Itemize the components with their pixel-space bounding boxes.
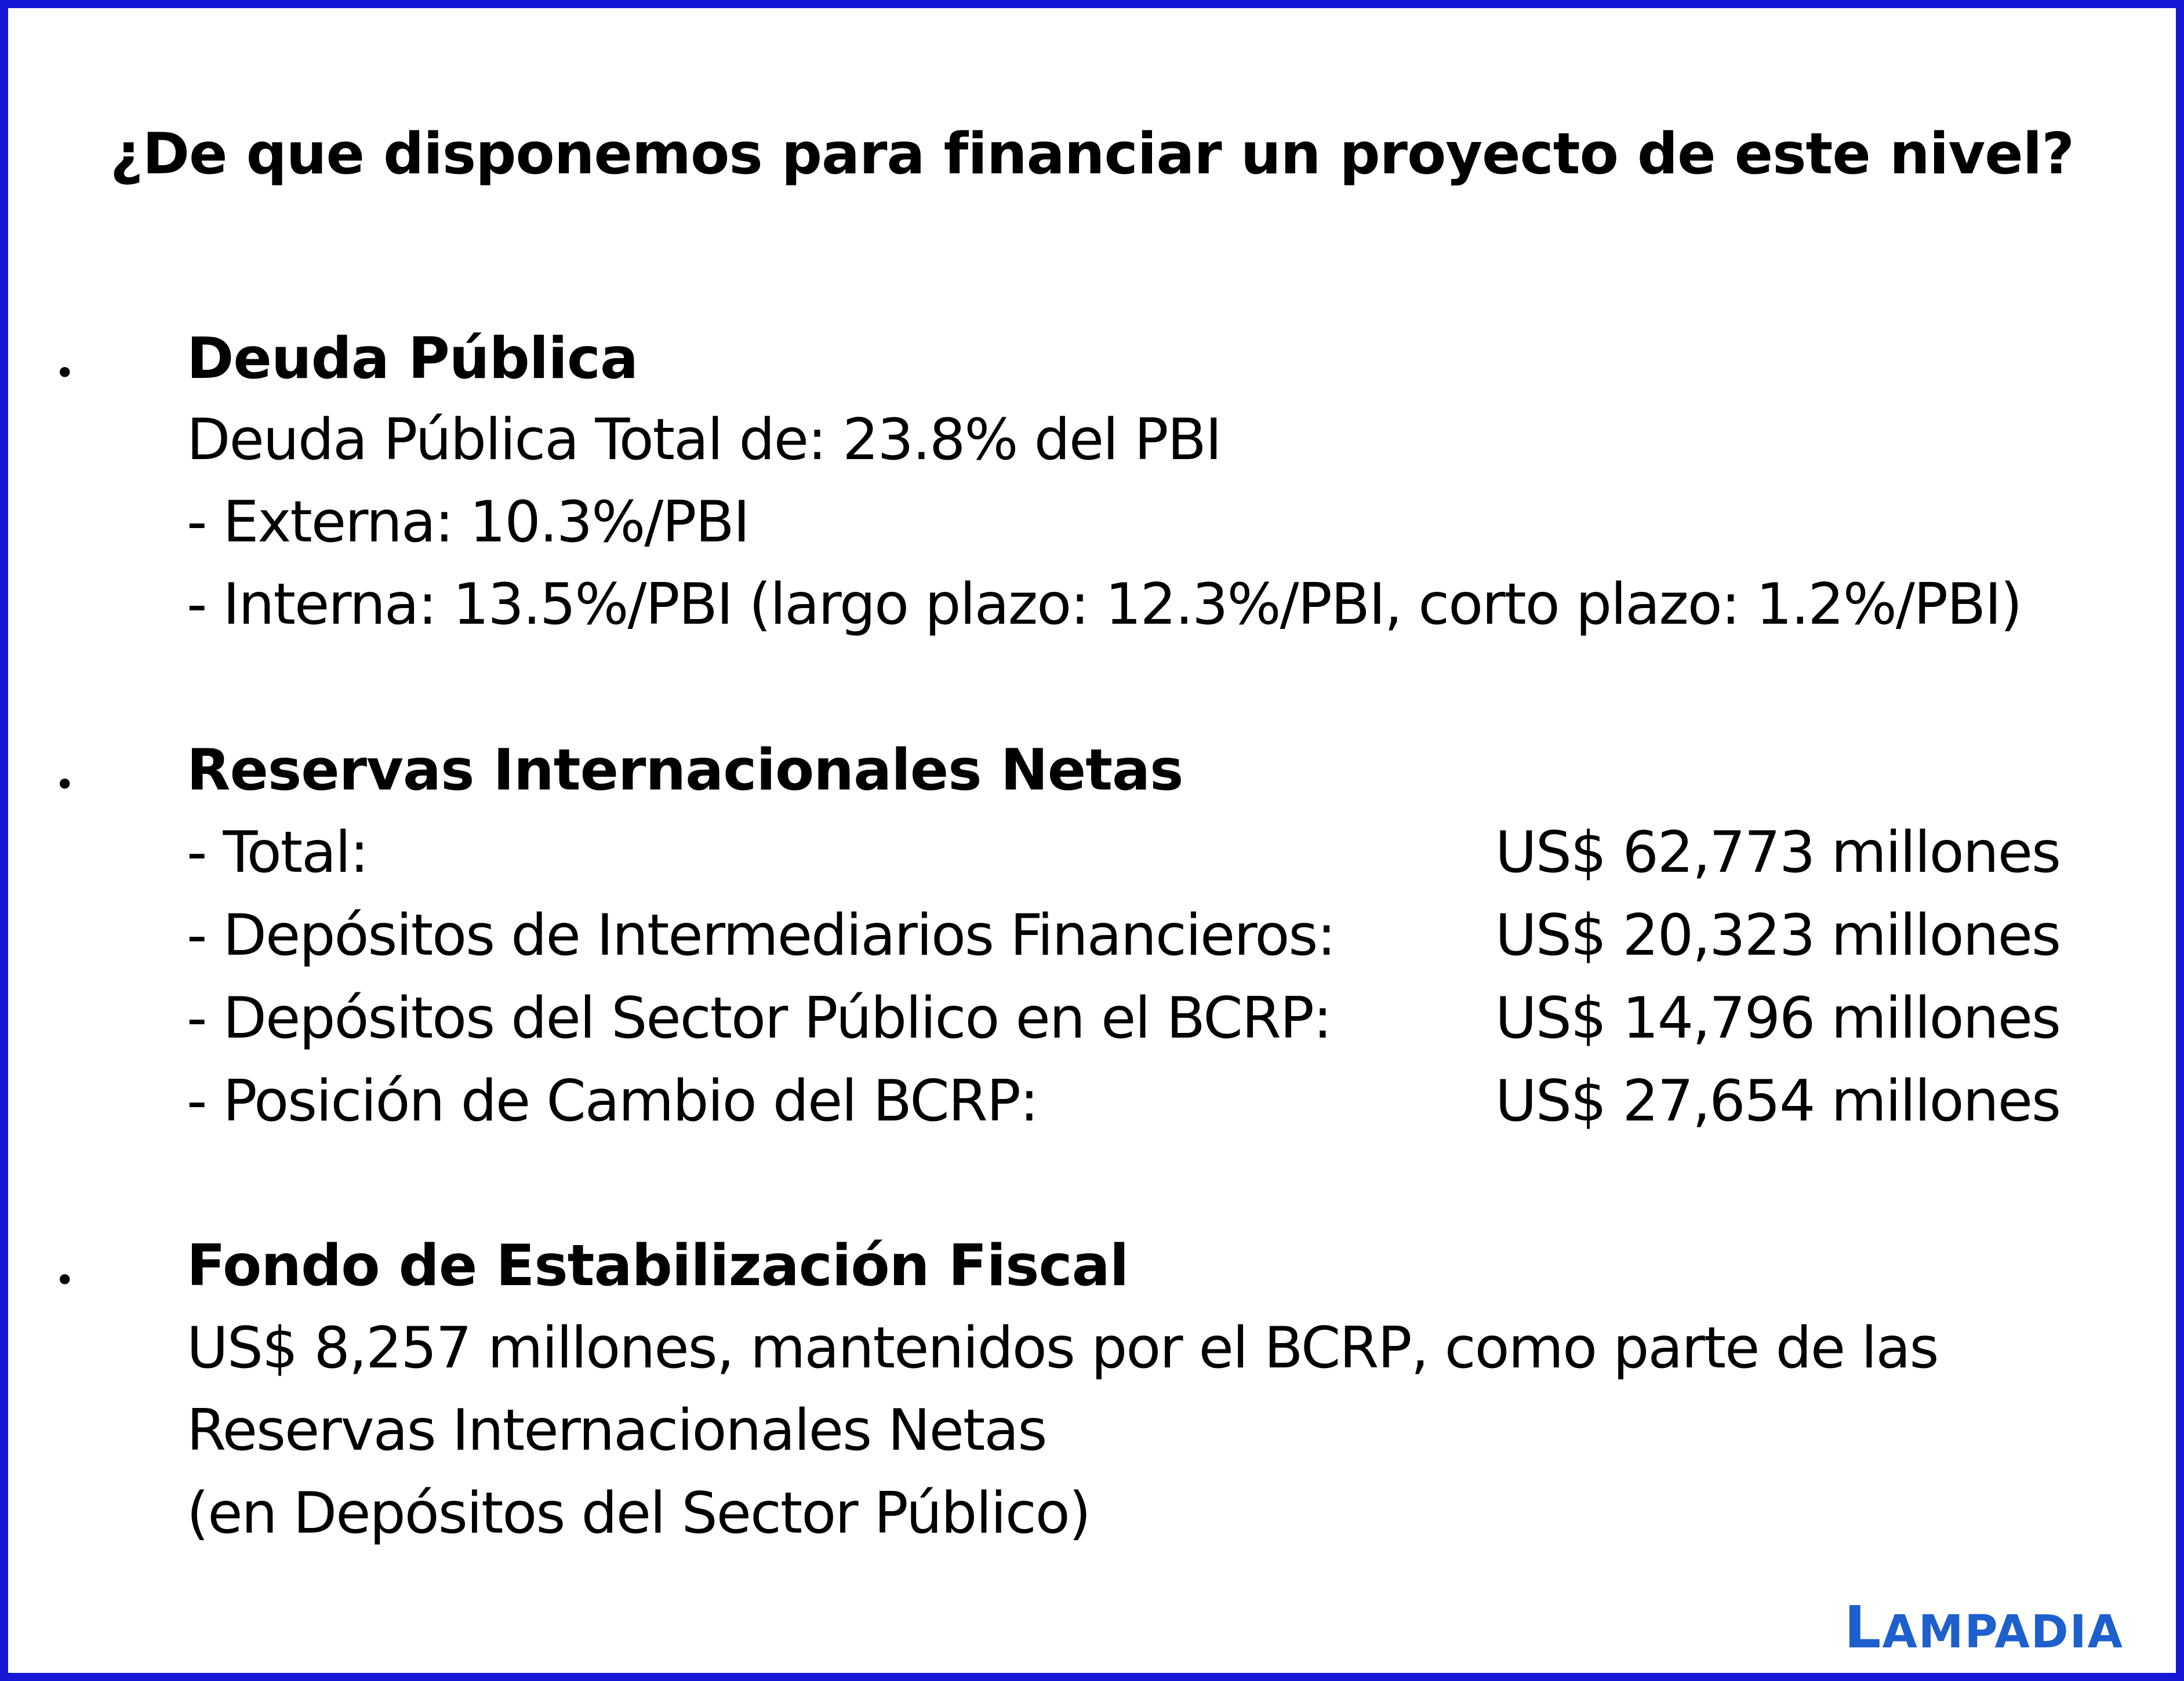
deuda-line-total: Deuda Pública Total de: 23.8% del PBI bbox=[187, 407, 1222, 473]
bullet-reservas: • bbox=[54, 765, 75, 805]
reservas-label-intermediarios: - Depósitos de Intermediarios Financiero… bbox=[187, 903, 1336, 969]
lampadia-logo: LAMPADIA bbox=[1844, 1593, 2124, 1661]
page-title: ¿De que disponemos para financiar un pro… bbox=[110, 121, 2074, 187]
fondo-line-1: US$ 8,257 millones, mantenidos por el BC… bbox=[187, 1315, 1939, 1381]
reservas-value-total: US$ 62,773 millones bbox=[1495, 820, 2061, 886]
section-heading-fondo: Fondo de Estabilización Fiscal bbox=[187, 1233, 1129, 1299]
reservas-value-posicion-cambio: US$ 27,654 millones bbox=[1495, 1068, 2061, 1134]
deuda-line-interna: - Interna: 13.5%/PBI (largo plazo: 12.3%… bbox=[187, 572, 2022, 638]
fondo-line-2: Reservas Internacionales Netas bbox=[187, 1398, 1047, 1464]
bullet-deuda: • bbox=[54, 353, 75, 394]
logo-first-letter: L bbox=[1844, 1593, 1883, 1661]
section-heading-reservas: Reservas Internacionales Netas bbox=[187, 737, 1183, 803]
reservas-label-total: - Total: bbox=[187, 820, 369, 886]
logo-rest: AMPADIA bbox=[1882, 1606, 2124, 1658]
reservas-label-posicion-cambio: - Posición de Cambio del BCRP: bbox=[187, 1068, 1039, 1134]
fondo-line-3: (en Depósitos del Sector Público) bbox=[187, 1480, 1091, 1547]
reservas-label-sector-publico: - Depósitos del Sector Público en el BCR… bbox=[187, 985, 1332, 1051]
deuda-line-externa: - Externa: 10.3%/PBI bbox=[187, 489, 750, 555]
reservas-value-sector-publico: US$ 14,796 millones bbox=[1495, 985, 2061, 1051]
reservas-value-intermediarios: US$ 20,323 millones bbox=[1495, 903, 2061, 969]
bullet-fondo: • bbox=[54, 1260, 75, 1301]
section-heading-deuda: Deuda Pública bbox=[187, 326, 638, 392]
